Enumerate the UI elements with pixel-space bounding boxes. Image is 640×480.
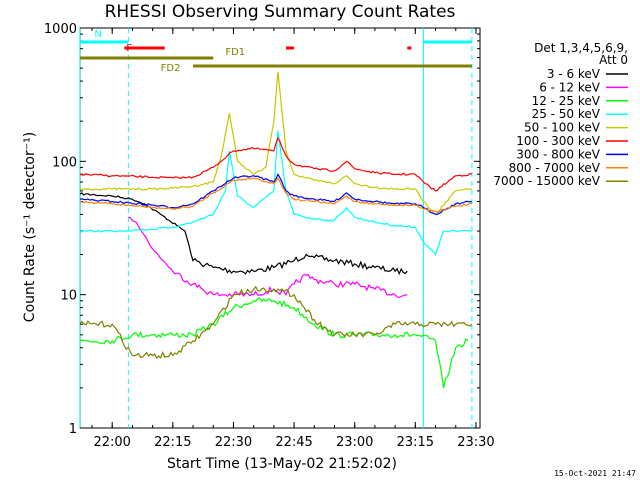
series-line-7 <box>79 176 473 213</box>
legend-entry: 800 - 7000 keV <box>509 161 601 175</box>
chart-title: RHESSI Observing Summary Count Rates <box>105 2 456 22</box>
legend-entry: 6 - 12 keV <box>539 80 601 94</box>
legend-entry: 3 - 6 keV <box>547 67 601 81</box>
legend-entry: 7000 - 15000 keV <box>493 174 600 188</box>
y-tick-label: 1000 <box>44 22 77 37</box>
legend-header: Att 0 <box>599 53 628 67</box>
x-tick-label: 23:15 <box>397 435 434 450</box>
legend-entry: 50 - 100 keV <box>524 121 601 135</box>
legend-entry: 12 - 25 keV <box>532 94 601 108</box>
series-line-3 <box>79 130 472 256</box>
legend-header: Det 1,3,4,5,6,9, <box>534 41 628 55</box>
timestamp: 15-Oct-2021 21:47 <box>554 469 636 478</box>
y-tick-label: 1 <box>69 422 77 437</box>
y-tick-label: 100 <box>52 155 77 170</box>
flag-label-fd2: FD2 <box>161 63 181 74</box>
plot-area: 1 10 100 1000 22:00 22:15 22:30 22:45 23:00 23:15… <box>44 22 495 450</box>
legend-entry: 25 - 50 keV <box>532 107 601 121</box>
flag-label-fd1: FD1 <box>225 47 245 58</box>
x-tick-label: 22:00 <box>93 435 130 450</box>
series-line-2 <box>79 297 469 389</box>
legend-entry: 100 - 300 keV <box>516 134 600 148</box>
legend-entry: 300 - 800 keV <box>516 147 600 161</box>
x-tick-label: 22:15 <box>154 435 191 450</box>
series-line-6 <box>79 172 472 216</box>
x-tick-label: 22:45 <box>275 435 312 450</box>
x-axis-label: Start Time (13-May-02 21:52:02) <box>167 456 397 472</box>
x-tick-label: 22:30 <box>215 435 252 450</box>
series-line-8 <box>79 285 473 360</box>
x-tick-label: 23:00 <box>336 435 373 450</box>
y-axis-label: Count Rate (s⁻¹ detector⁻¹) <box>22 132 38 322</box>
flag-label-f: F <box>126 43 132 54</box>
series-line-4 <box>79 71 472 216</box>
y-tick-label: 10 <box>60 289 77 304</box>
series-line-0 <box>79 192 408 276</box>
flag-label-n: N <box>94 29 101 40</box>
x-tick-label: 23:30 <box>457 435 494 450</box>
series-line-1 <box>128 216 408 299</box>
series-line-5 <box>79 136 473 192</box>
